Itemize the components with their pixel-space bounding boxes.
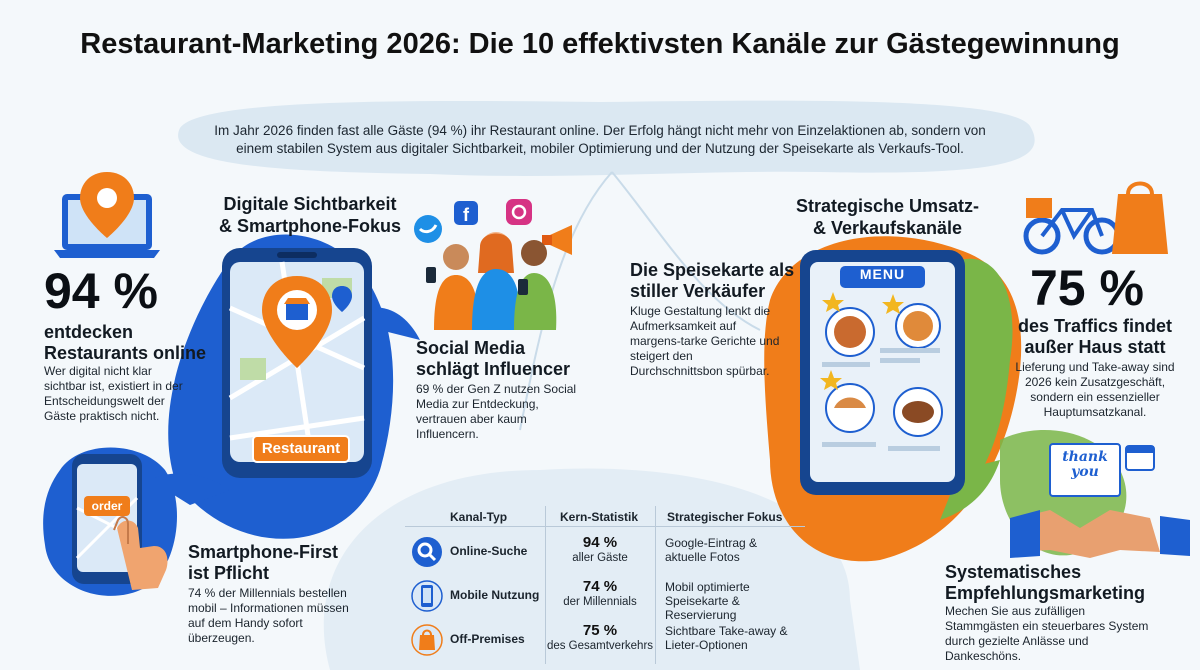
row-focus-line2: Lieter-Optionen — [665, 638, 748, 652]
social-media-title-line2: schlägt Influencer — [416, 359, 571, 379]
menu-label: MENU — [859, 266, 906, 282]
thank-you-card-line2: you — [1071, 464, 1099, 480]
row-focus-line1: Google-Eintrag & — [665, 536, 758, 550]
table-divider — [405, 526, 805, 527]
right-stat-value: 75 % — [1030, 260, 1144, 316]
table-row: Mobile Nutzung 74 % der Millennials Mobi… — [405, 574, 805, 622]
search-icon — [412, 537, 442, 567]
intro-text: Im Jahr 2026 finden fast alle Gäste (94 … — [214, 123, 986, 156]
svg-text:f: f — [463, 205, 470, 225]
row-stat-value: 74 % — [582, 578, 618, 595]
social-media-title-line1: Social Media — [416, 338, 526, 358]
row-focus-line2: aktuelle Fotos — [665, 550, 740, 564]
referral-title-line2: Empfehlungsmarketing — [945, 583, 1146, 603]
right-section-title-line1: Strategische Umsatz- — [795, 196, 980, 216]
thank-you-card-line1: thank — [1062, 449, 1108, 465]
smartphone-icon — [411, 580, 443, 612]
left-section-title: Digitale Sichtbarkeit & Smartphone-Fokus — [205, 193, 415, 237]
row-stat-sub: der Millennials — [563, 596, 637, 608]
page-title: Restaurant-Marketing 2026: Die 10 effekt… — [80, 28, 1120, 60]
row-stat-value: 94 % — [582, 534, 618, 551]
thank-you-card-text: thank you — [1050, 450, 1120, 480]
smartphone-first-title: Smartphone-First ist Pflicht — [188, 542, 338, 584]
menu-title-line2: stiller Verkäufer — [630, 281, 766, 301]
table-row: Online-Suche 94 % aller Gäste Google-Ein… — [405, 530, 805, 574]
left-stat-value: 94 % — [44, 263, 158, 319]
left-section-title-line2: & Smartphone-Fokus — [218, 216, 401, 236]
referral-title-line1: Systematisches — [945, 562, 1082, 582]
right-section-title-line2: & Verkaufskanäle — [812, 218, 963, 238]
shopping-bag-icon — [411, 624, 443, 656]
right-stat-label-line1: des Traffics findet — [1017, 316, 1173, 336]
table-row: Off-Premises 75 % des Gesamtverkehrs Sic… — [405, 618, 805, 662]
referral-desc: Mechen Sie aus zufälligen Stammgästen ei… — [945, 604, 1149, 663]
menu-desc: Kluge Gestaltung lenkt die Aufmerksamkei… — [630, 304, 780, 378]
hand-phone-illustration — [72, 454, 168, 590]
social-media-people-illustration: f — [414, 199, 572, 330]
menu-title: Die Speisekarte als stiller Verkäufer — [630, 260, 794, 302]
channel-name: Mobile Nutzung — [450, 588, 540, 602]
right-stat-label-line2: außer Haus statt — [1024, 337, 1166, 357]
channel-name: Online-Suche — [450, 544, 528, 558]
restaurant-button[interactable]: Restaurant — [252, 435, 350, 463]
left-stat-desc: Wer digital nicht klar sichtbar ist, exi… — [44, 364, 183, 423]
left-stat-label-line1: entdecken — [44, 322, 134, 342]
smartphone-first-desc: 74 % der Millennials bestellen mobil – I… — [188, 586, 349, 645]
right-stat-desc: Lieferung und Take-away sind 2026 kein Z… — [1015, 360, 1175, 419]
channel-table: Kanal-Typ Kern-Statistik Strategischer F… — [405, 500, 805, 670]
smartphone-first-title-line2: ist Pflicht — [188, 563, 270, 583]
row-focus-line1: Sichtbare Take-away & — [665, 624, 788, 638]
right-section-title: Strategische Umsatz- & Verkaufskanäle — [780, 195, 995, 239]
smartphone-first-title-line1: Smartphone-First — [188, 542, 339, 562]
left-stat-label-line2: Restaurants online — [44, 343, 207, 363]
right-stat-label: des Traffics findet außer Haus statt — [1005, 316, 1185, 358]
thank-you-handshake-illustration — [1010, 443, 1190, 558]
table-divider — [545, 506, 546, 664]
row-stat-sub: aller Gäste — [572, 552, 628, 564]
laptop-pin-icon — [54, 172, 160, 258]
row-focus-line1: Mobil optimierte — [665, 580, 750, 594]
left-section-title-line1: Digitale Sichtbarkeit — [223, 194, 397, 214]
table-divider — [655, 506, 656, 664]
menu-title-line1: Die Speisekarte als — [630, 260, 795, 280]
tablet-menu-illustration — [800, 250, 965, 495]
row-stat-sub: des Gesamtverkehrs — [546, 640, 654, 652]
row-stat-value: 75 % — [582, 622, 618, 639]
delivery-bike-bag-icon — [1023, 181, 1168, 255]
table-header-stat: Kern-Statistik — [560, 510, 639, 524]
social-media-desc: 69 % der Gen Z nutzen Social Media zur E… — [416, 382, 577, 441]
row-focus-line2: Speisekarte & Reservierung — [665, 594, 740, 622]
table-header-focus: Strategischer Fokus — [667, 510, 783, 524]
table-header-channel: Kanal-Typ — [450, 510, 508, 524]
smartphone-map-illustration — [222, 248, 372, 478]
social-media-title: Social Media schlägt Influencer — [416, 338, 570, 380]
channel-name: Off-Premises — [450, 632, 525, 646]
left-stat-label: entdecken Restaurants online — [44, 322, 224, 364]
order-button[interactable]: order — [84, 496, 130, 516]
referral-title: Systematisches Empfehlungsmarketing — [945, 562, 1145, 604]
